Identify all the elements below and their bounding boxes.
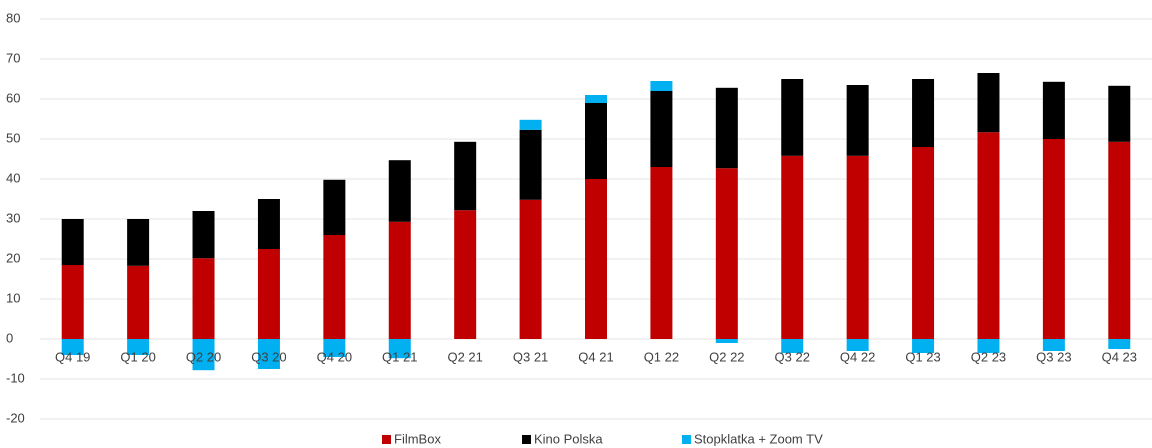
bar-segment [1108, 339, 1131, 349]
y-tick-label: 20 [6, 250, 20, 265]
x-tick-label: Q2 22 [709, 349, 744, 364]
y-tick-label: 40 [6, 170, 20, 185]
bar-segment [781, 79, 804, 156]
bar-segment [715, 339, 738, 343]
bar-segment [127, 265, 150, 339]
bar-segment [1108, 85, 1131, 142]
x-tick-label: Q1 23 [905, 349, 940, 364]
legend-label: FilmBox [394, 431, 441, 446]
legend-label: Stopklatka + Zoom TV [694, 431, 823, 446]
bar-segment [781, 155, 804, 339]
x-tick-label: Q4 23 [1102, 349, 1137, 364]
x-tick-label: Q4 19 [55, 349, 90, 364]
bar-segment [781, 339, 804, 353]
y-tick-label: 60 [6, 90, 20, 105]
bar-segment [257, 339, 280, 369]
bar-segment [192, 258, 215, 339]
bar-segment [388, 221, 411, 339]
bar-segment [715, 87, 738, 169]
bar-segment [977, 73, 1000, 133]
bar-segment [650, 81, 673, 91]
y-tick-label: -20 [6, 410, 25, 425]
bar-segment [192, 211, 215, 259]
y-tick-label: 50 [6, 130, 20, 145]
bar-segment [1042, 339, 1065, 351]
bar-segment [650, 167, 673, 339]
bar-segment [519, 119, 542, 130]
y-tick-label: 70 [6, 50, 20, 65]
bar-segment [1108, 141, 1131, 339]
x-tick-label: Q1 21 [382, 349, 417, 364]
y-tick-label: 30 [6, 210, 20, 225]
bar-segment [257, 249, 280, 339]
bar-segment [388, 160, 411, 222]
x-tick-label: Q4 22 [840, 349, 875, 364]
x-tick-label: Q3 20 [251, 349, 286, 364]
bar-segment [585, 103, 607, 179]
y-tick-label: -10 [6, 370, 25, 385]
bar-segment [61, 265, 84, 339]
x-tick-label: Q2 23 [971, 349, 1006, 364]
bar-segment [127, 219, 150, 266]
bar-segment [977, 339, 1000, 353]
x-tick-label: Q1 22 [644, 349, 679, 364]
y-tick-label: 10 [6, 290, 20, 305]
bar-segment [61, 219, 84, 265]
bar-segment [1042, 81, 1065, 139]
bar-segment [585, 179, 607, 339]
legend-swatch [382, 435, 391, 444]
x-tick-label: Q2 20 [186, 349, 221, 364]
bar-segment [519, 129, 542, 200]
x-tick-label: Q3 21 [513, 349, 548, 364]
bar-segment [519, 199, 542, 339]
bar-segment [323, 179, 346, 235]
bar-segment [912, 147, 935, 339]
y-tick-label: 0 [6, 330, 13, 345]
x-tick-label: Q1 20 [120, 349, 155, 364]
bar-segment [454, 210, 477, 339]
bar-segment [912, 79, 935, 147]
x-tick-label: Q2 21 [447, 349, 482, 364]
legend-swatch [682, 435, 691, 444]
bar-segment [192, 339, 215, 371]
x-tick-label: Q4 21 [578, 349, 613, 364]
bar-segment [323, 235, 346, 339]
bar-segment [1042, 139, 1065, 339]
legend-swatch [522, 435, 531, 444]
x-tick-label: Q4 20 [317, 349, 352, 364]
bar-segment [454, 141, 477, 211]
x-tick-label: Q3 23 [1036, 349, 1071, 364]
bar-segment [912, 339, 935, 353]
bar-segment [388, 339, 411, 359]
legend-label: Kino Polska [534, 431, 603, 446]
bar-segment [585, 95, 607, 103]
bar-segment [846, 155, 869, 339]
x-tick-label: Q3 22 [775, 349, 810, 364]
bar-segment [61, 339, 84, 355]
bar-segment [846, 85, 869, 156]
bar-segment [323, 339, 346, 357]
y-tick-label: 80 [6, 10, 20, 25]
bar-segment [650, 91, 673, 167]
bar-segment [127, 339, 150, 355]
bar-segment [715, 168, 738, 339]
bar-segment [846, 339, 869, 351]
bar-segment [257, 199, 280, 249]
bar-segment [977, 132, 1000, 339]
